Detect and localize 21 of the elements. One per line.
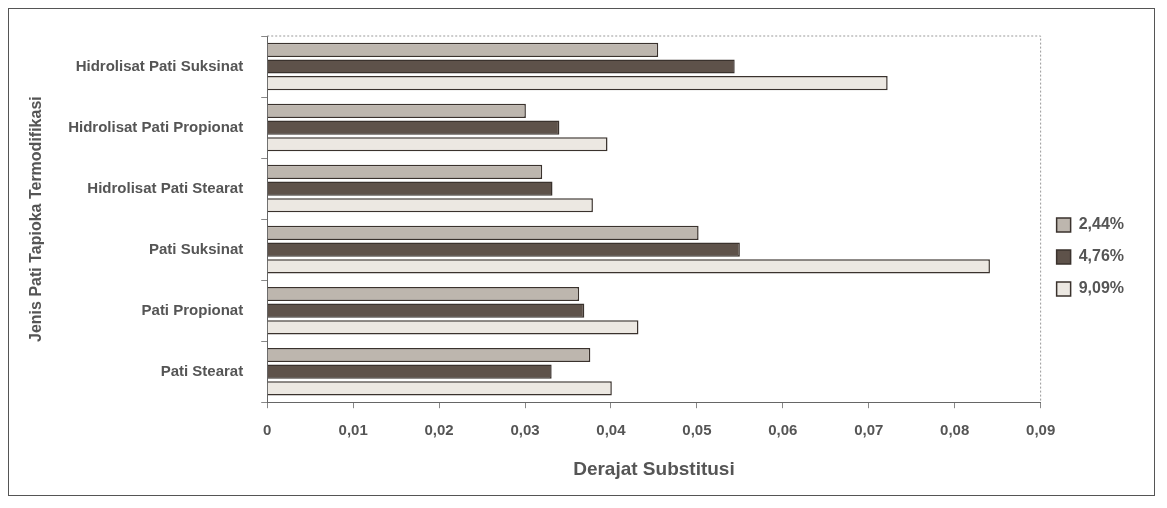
legend-label: 4,76%	[1078, 247, 1125, 265]
x-tick-label: 0,09	[1026, 421, 1056, 439]
x-tick-label: 0,01	[338, 421, 368, 439]
x-tick-label: 0,06	[768, 421, 798, 439]
legend-label: 9,09%	[1078, 279, 1125, 297]
x-tick-label: 0,02	[424, 421, 454, 439]
x-tick-label: 0,07	[854, 421, 884, 439]
x-tick-label: 0,08	[940, 421, 970, 439]
x-tick-label: 0,03	[510, 421, 540, 439]
y-tick-label: Hidrolisat Pati Suksinat	[75, 56, 244, 74]
x-axis-title: Derajat Substitusi	[573, 457, 735, 479]
y-tick-label: Hidrolisat Pati Propionat	[68, 117, 244, 135]
x-tick-label: 0,04	[596, 421, 627, 439]
y-axis-title: Jenis Pati Tapioka Termodifikasi	[27, 96, 45, 342]
y-tick-label: Pati Propionat	[141, 300, 244, 318]
x-tick-label: 0	[263, 421, 272, 439]
y-tick-label: Pati Stearat	[160, 361, 244, 379]
legend-label: 2,44%	[1078, 215, 1125, 233]
y-tick-label: Hidrolisat Pati Stearat	[87, 178, 244, 196]
x-tick-label: 0,05	[682, 421, 712, 439]
y-tick-label: Pati Suksinat	[149, 239, 244, 257]
